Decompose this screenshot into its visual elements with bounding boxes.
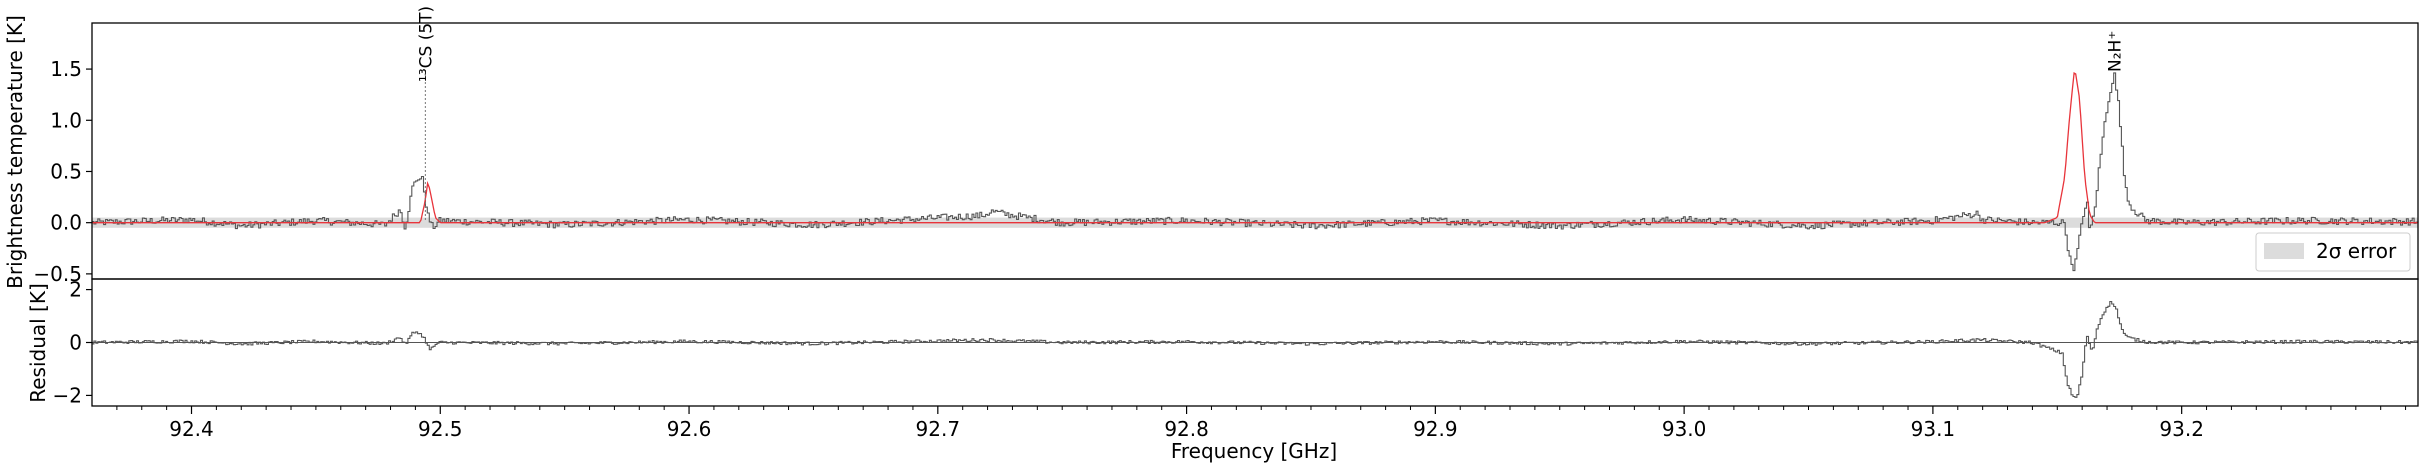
y-tick-label: −0.5 xyxy=(33,262,82,286)
top-panel: −0.5 0.0 0.5 1.0 1.5 ¹³CS (5T) N₂H⁺ 2σ error xyxy=(33,6,2419,286)
x-tick-label: 92.4 xyxy=(169,417,214,441)
x-tick-label: 92.5 xyxy=(418,417,463,441)
observed-spectrum-line xyxy=(92,72,2419,272)
legend-box xyxy=(2255,232,2411,272)
x-tick-label: 93.2 xyxy=(2159,417,2204,441)
y-tick-label: 2 xyxy=(69,278,82,302)
x-tick-label: 92.6 xyxy=(667,417,712,441)
legend-swatch xyxy=(2264,243,2304,259)
bottom-y-axis-label: Residual [K] xyxy=(26,283,50,403)
annotation-label: ¹³CS (5T) xyxy=(416,6,436,82)
y-tick-label: 1.5 xyxy=(50,57,82,81)
x-axis-label: Frequency [GHz] xyxy=(1171,439,1337,463)
y-tick-label: 1.0 xyxy=(50,108,82,132)
legend-label: 2σ error xyxy=(2316,239,2397,263)
residual-line xyxy=(92,300,2419,398)
x-tick-label: 92.9 xyxy=(1413,417,1458,441)
legend: 2σ error xyxy=(2255,232,2411,272)
annotation-label: N₂H⁺ xyxy=(2106,31,2126,72)
x-tick-label: 92.7 xyxy=(916,417,961,441)
y-tick-label: 0.0 xyxy=(50,211,82,235)
model-line xyxy=(92,71,2418,224)
y-tick-label: 0 xyxy=(69,331,82,355)
top-panel-frame xyxy=(91,22,2419,280)
x-tick-label: 93.1 xyxy=(1911,417,1956,441)
x-tick-label: 92.8 xyxy=(1164,417,1209,441)
x-tick-label: 93.0 xyxy=(1662,417,1707,441)
y-tick-label: 0.5 xyxy=(50,159,82,183)
y-tick-label: −2 xyxy=(53,383,82,407)
top-y-axis-label: Brightness temperature [K] xyxy=(3,15,27,289)
bottom-panel-frame xyxy=(91,278,2419,407)
bottom-panel: −2 0 2 92.4 92.5 92.6 92.7 92.8 92.9 93.0 93.1 93.2 xyxy=(53,278,2419,441)
